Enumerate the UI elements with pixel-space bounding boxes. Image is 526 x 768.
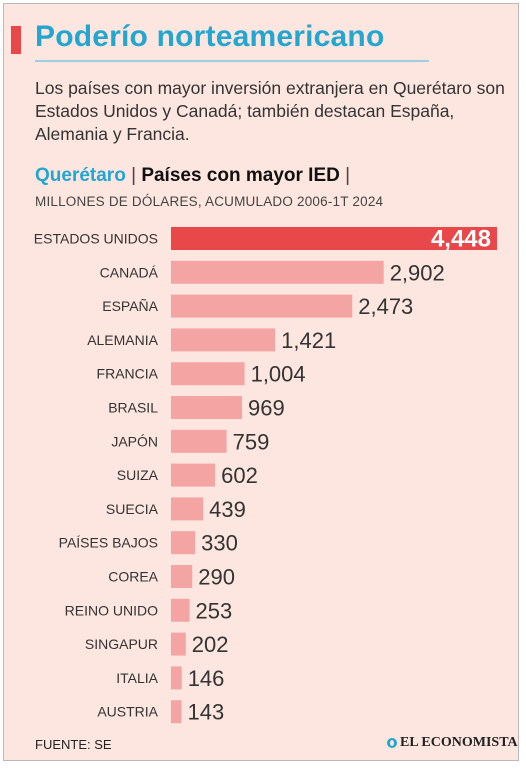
bar-canada	[171, 260, 384, 284]
value-label-corea: 290	[198, 565, 235, 590]
bar-alemania	[171, 328, 276, 352]
category-label-singapur: SINGAPUR	[85, 636, 158, 652]
value-label-paises-bajos: 330	[201, 531, 238, 556]
chart-heading-main: Países con mayor IED	[141, 165, 340, 186]
bar-chart: ESTADOS UNIDOS 4,448 CANADÁ 2,902 ESPAÑA 2,47…	[34, 226, 497, 725]
category-label-estados-unidos: ESTADOS UNIDOS	[34, 231, 158, 247]
chart-heading: Querétaro | Países con mayor IED |	[35, 165, 350, 187]
category-label-suiza: SUIZA	[117, 467, 159, 483]
value-label-reino-unido: 253	[196, 598, 233, 623]
bar-francia	[171, 362, 245, 386]
chart-heading-place: Querétaro	[35, 165, 126, 186]
value-label-francia: 1,004	[251, 362, 306, 387]
bar-suecia	[171, 497, 204, 521]
category-label-alemania: ALEMANIA	[87, 332, 158, 348]
chart-heading-separator: |	[131, 165, 137, 186]
category-label-austria: AUSTRIA	[97, 704, 158, 720]
title-accent-bar	[11, 26, 21, 54]
category-label-suecia: SUECIA	[106, 501, 159, 517]
value-label-italia: 146	[188, 666, 225, 691]
chart-heading-separator-end: |	[345, 165, 351, 186]
value-label-brasil: 969	[248, 396, 285, 421]
el-economista-logo-icon	[387, 738, 397, 748]
chart-units: MILLONES DE DÓLARES, ACUMULADO 2006-1T 2…	[35, 194, 384, 209]
value-label-alemania: 1,421	[281, 328, 336, 353]
page-title: Poderío norteamericano	[35, 20, 385, 53]
source-note: FUENTE: SE	[35, 737, 112, 752]
bar-italia	[171, 666, 182, 690]
bar-espana	[171, 294, 353, 318]
page-subtitle: Los países con mayor inversión extranjer…	[35, 78, 505, 144]
brand-logo: EL ECONOMISTA	[387, 735, 518, 751]
title-underline	[35, 60, 429, 62]
bar-brasil	[171, 396, 243, 419]
category-label-canada: CANADÁ	[100, 264, 159, 280]
category-label-espana: ESPAÑA	[102, 298, 158, 314]
category-label-corea: COREA	[108, 569, 158, 585]
bar-estados-unidos	[171, 227, 497, 250]
value-label-japon: 759	[233, 429, 270, 454]
value-label-estados-unidos: 4,448	[431, 226, 491, 253]
bar-paises-bajos	[171, 531, 196, 555]
value-label-singapur: 202	[192, 632, 229, 657]
value-label-espana: 2,473	[358, 294, 413, 319]
category-label-reino-unido: REINO UNIDO	[65, 602, 158, 618]
category-label-japon: JAPÓN	[111, 433, 158, 449]
bar-singapur	[171, 632, 186, 656]
value-label-suecia: 439	[209, 497, 246, 522]
bar-reino-unido	[171, 598, 190, 622]
bar-austria	[171, 700, 182, 724]
value-label-austria: 143	[187, 700, 224, 725]
category-label-francia: FRANCIA	[97, 366, 159, 382]
value-label-suiza: 602	[221, 463, 258, 488]
bar-japon	[171, 429, 227, 453]
brand-name: EL ECONOMISTA	[400, 735, 518, 750]
bar-corea	[171, 565, 193, 588]
category-label-brasil: BRASIL	[108, 400, 158, 416]
infographic-frame: Poderío norteamericano Los países con ma…	[3, 3, 519, 761]
value-label-canada: 2,902	[390, 260, 445, 285]
bar-suiza	[171, 463, 216, 487]
category-label-paises-bajos: PAÍSES BAJOS	[59, 535, 158, 551]
category-label-italia: ITALIA	[116, 670, 158, 686]
